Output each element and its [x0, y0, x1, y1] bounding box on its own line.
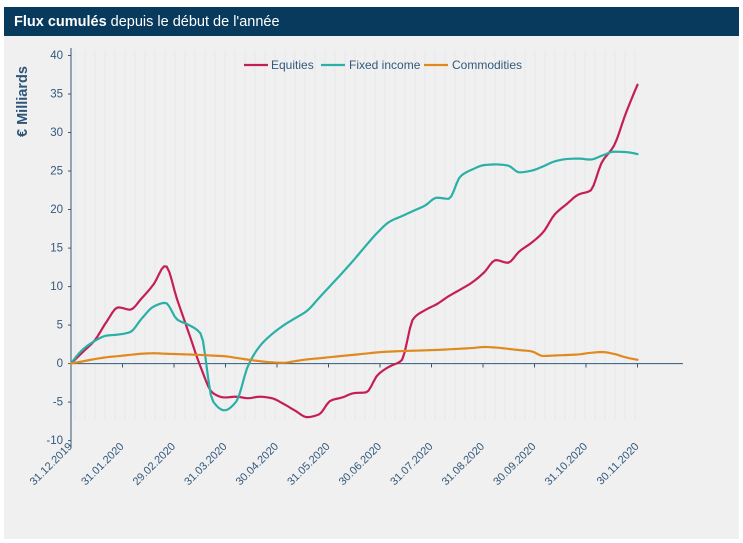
- svg-text:31.07.2020: 31.07.2020: [388, 441, 435, 488]
- svg-text:15: 15: [50, 243, 63, 255]
- svg-text:31.01.2020: 31.01.2020: [79, 441, 126, 488]
- svg-text:30.09.2020: 30.09.2020: [491, 441, 538, 488]
- svg-text:29.02.2020: 29.02.2020: [131, 441, 178, 488]
- svg-text:30.11.2020: 30.11.2020: [595, 441, 642, 488]
- svg-text:30.04.2020: 30.04.2020: [234, 441, 281, 488]
- svg-text:Equities: Equities: [271, 58, 314, 72]
- svg-text:Commodities: Commodities: [452, 58, 522, 72]
- svg-text:5: 5: [57, 320, 63, 332]
- svg-text:30.06.2020: 30.06.2020: [337, 441, 384, 488]
- svg-text:31.10.2020: 31.10.2020: [543, 441, 590, 488]
- svg-text:-5: -5: [53, 397, 63, 409]
- svg-text:30: 30: [50, 127, 63, 139]
- svg-text:25: 25: [50, 166, 63, 178]
- svg-text:0: 0: [57, 358, 63, 370]
- svg-text:31.08.2020: 31.08.2020: [440, 441, 487, 488]
- svg-text:20: 20: [50, 204, 63, 216]
- svg-text:35: 35: [50, 89, 63, 101]
- svg-text:Fixed income: Fixed income: [349, 58, 421, 72]
- svg-text:-10: -10: [46, 435, 63, 447]
- svg-text:40: 40: [50, 50, 63, 62]
- svg-text:31.05.2020: 31.05.2020: [285, 441, 332, 488]
- svg-text:31.12.2019: 31.12.2019: [28, 441, 75, 488]
- svg-text:€ Milliards: € Milliards: [15, 66, 31, 137]
- svg-text:10: 10: [50, 281, 63, 293]
- svg-text:31.03.2020: 31.03.2020: [182, 441, 229, 488]
